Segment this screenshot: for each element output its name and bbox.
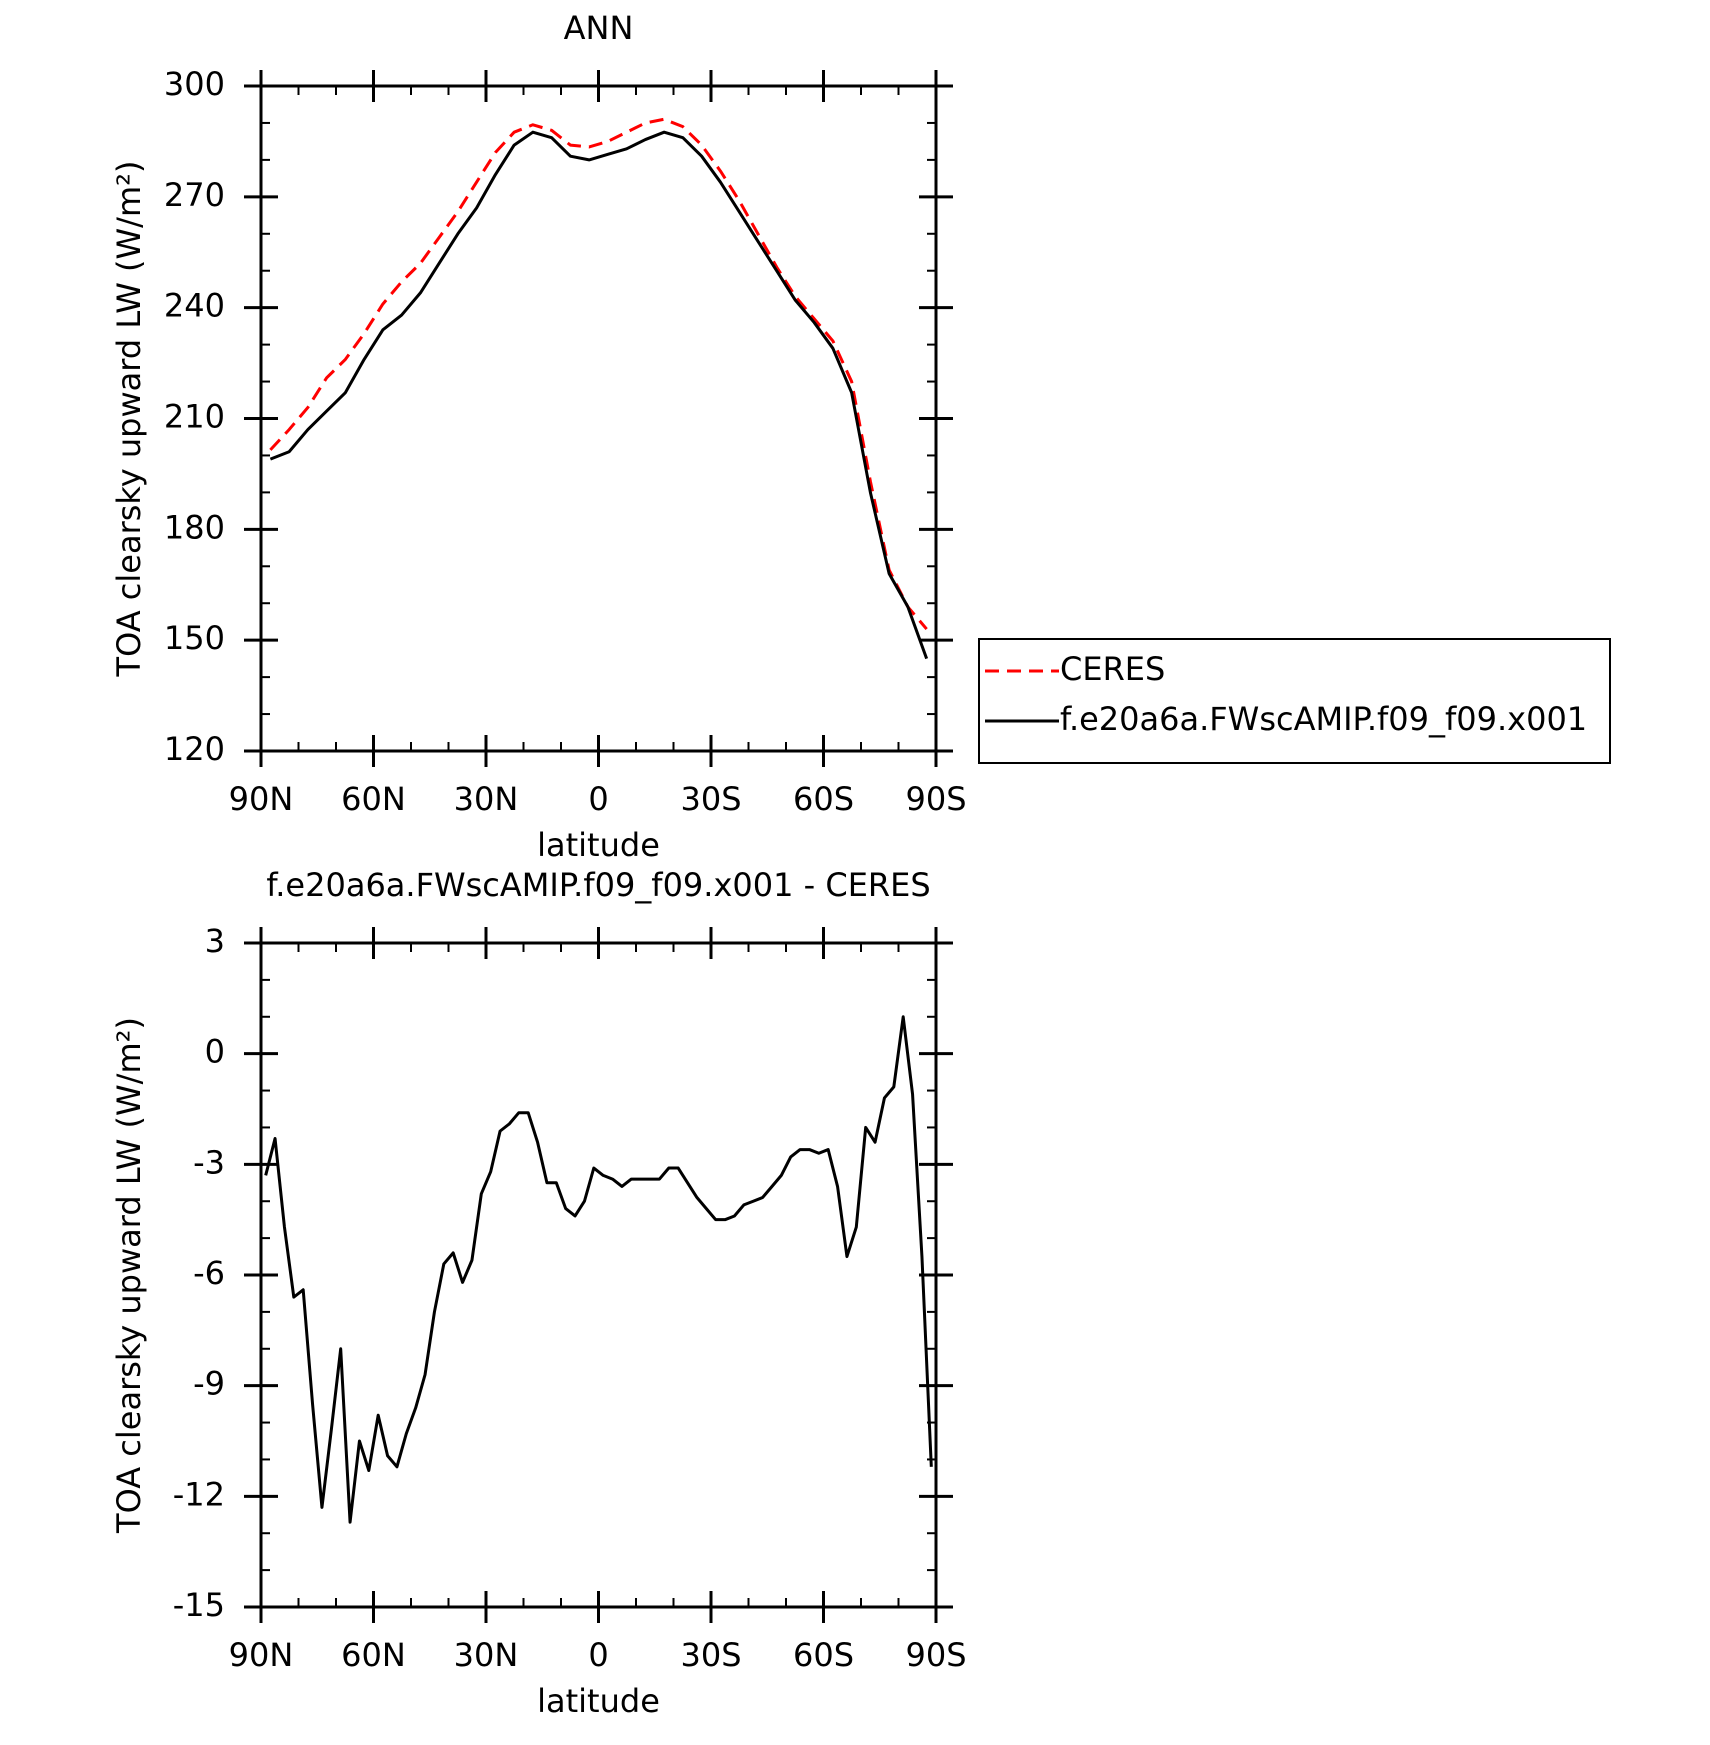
- chart-title: ANN: [564, 9, 634, 47]
- x-tick-label: 30N: [454, 1636, 519, 1674]
- y-tick-label: 300: [164, 65, 225, 103]
- x-tick-label: 60N: [341, 1636, 406, 1674]
- chart-title: f.e20a6a.FWscAMIP.f09_f09.x001 - CERES: [266, 866, 930, 904]
- x-tick-label: 60S: [793, 1636, 854, 1674]
- x-tick-label: 90S: [905, 780, 966, 818]
- y-axis-label: TOA clearsky upward LW (W/m²): [110, 1017, 148, 1534]
- x-tick-label: 30S: [680, 780, 741, 818]
- y-tick-label: 150: [164, 619, 225, 657]
- x-tick-label: 60S: [793, 780, 854, 818]
- x-axis-label: latitude: [537, 826, 660, 864]
- y-tick-label: -9: [193, 1365, 225, 1403]
- x-tick-label: 90N: [229, 1636, 294, 1674]
- y-tick-label: 180: [164, 508, 225, 546]
- x-tick-label: 0: [588, 780, 608, 818]
- y-tick-label: 270: [164, 176, 225, 214]
- data-line: [269, 130, 929, 660]
- x-tick-label: 60N: [341, 780, 406, 818]
- x-tick-label: 30S: [680, 1636, 741, 1674]
- x-tick-label: 30N: [454, 780, 519, 818]
- x-axis-label: latitude: [537, 1682, 660, 1720]
- x-tick-label: 0: [588, 1636, 608, 1674]
- y-tick-label: 120: [164, 730, 225, 768]
- y-tick-label: -12: [173, 1475, 225, 1513]
- plot-frame: [259, 84, 938, 753]
- y-tick-label: 240: [164, 287, 225, 325]
- y-tick-label: -15: [173, 1586, 225, 1624]
- y-tick-label: 3: [205, 922, 225, 960]
- data-line: [264, 1015, 933, 1524]
- x-tick-label: 90N: [229, 780, 294, 818]
- y-tick-label: 0: [205, 1033, 225, 1071]
- legend-label: CERES: [1060, 650, 1165, 688]
- y-tick-label: 210: [164, 398, 225, 436]
- y-axis-label: TOA clearsky upward LW (W/m²): [110, 161, 148, 678]
- legend-label: f.e20a6a.FWscAMIP.f09_f09.x001: [1060, 700, 1587, 738]
- data-line: [269, 117, 928, 631]
- x-tick-label: 90S: [905, 1636, 966, 1674]
- y-tick-label: -6: [193, 1254, 225, 1292]
- legend-box: [978, 638, 1611, 764]
- plot-frame: [259, 941, 938, 1609]
- y-tick-label: -3: [193, 1143, 225, 1181]
